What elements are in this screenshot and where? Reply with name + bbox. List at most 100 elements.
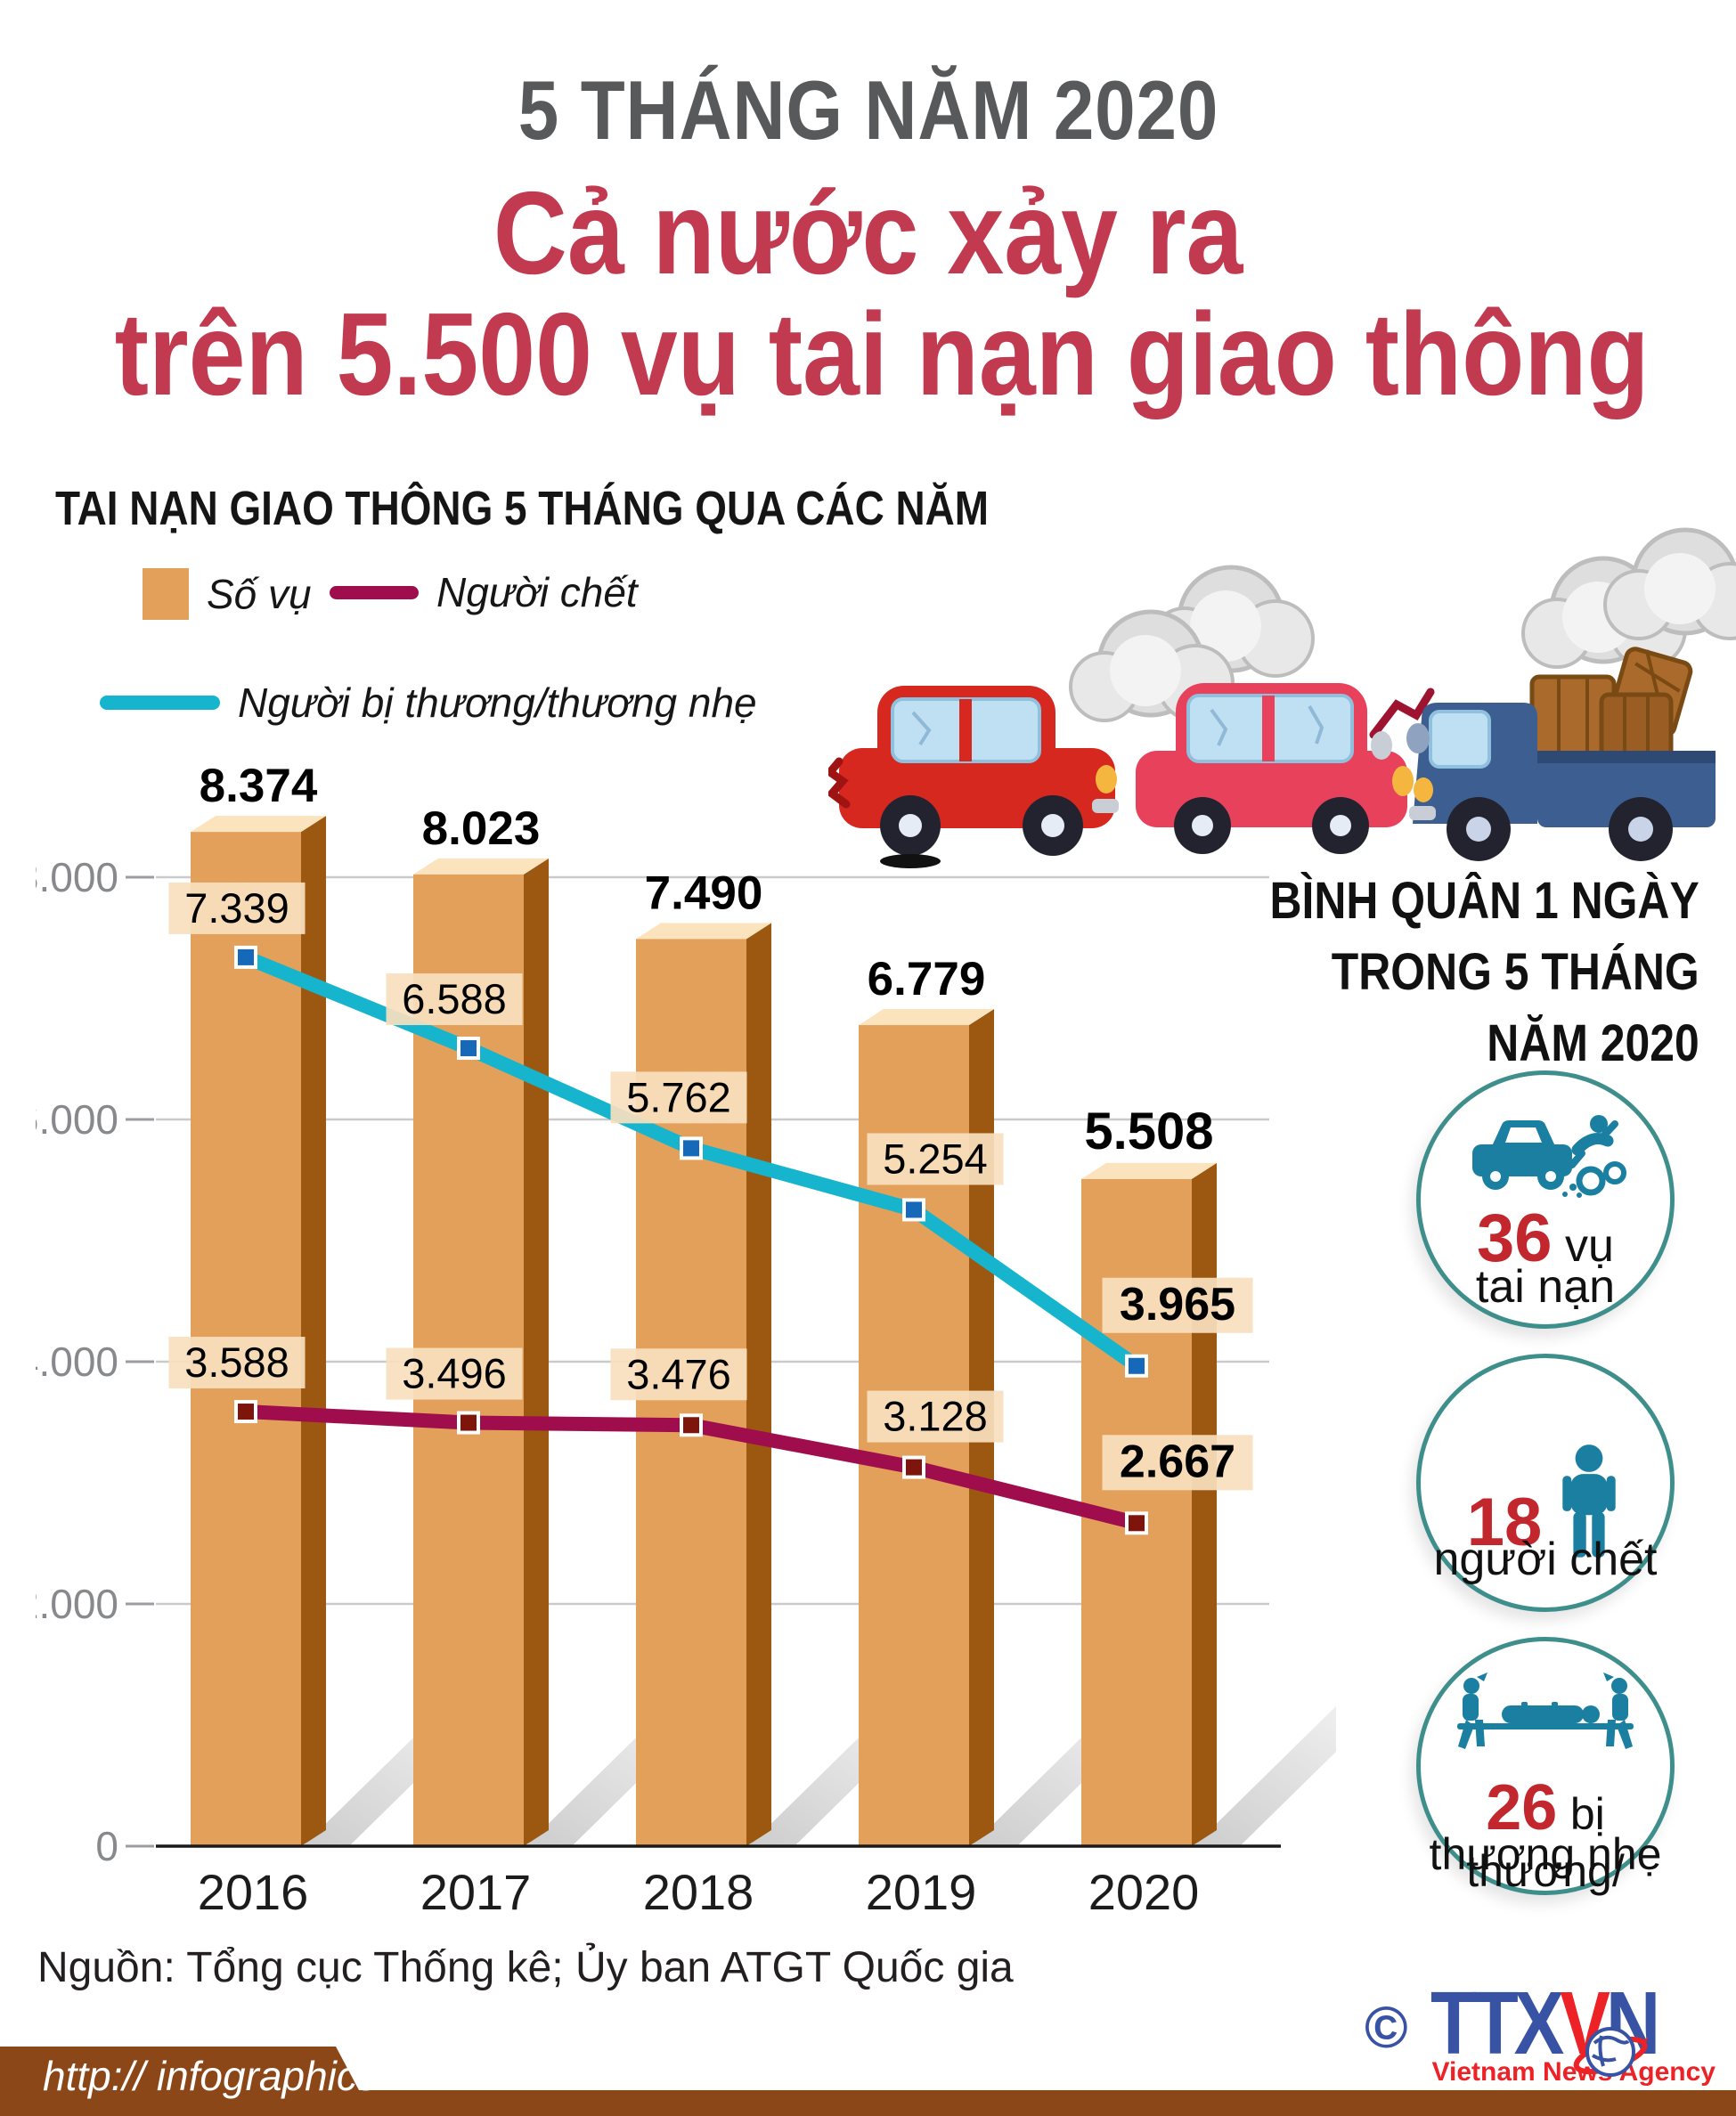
legend-item-injured: Người bị thương/thương nhẹ (100, 679, 757, 727)
line-value-label: 3.496 (402, 1350, 507, 1397)
stat-circle-deaths: 18 người chết (1416, 1354, 1675, 1612)
line-label-box (1102, 1277, 1253, 1333)
bar-side-2020 (1192, 1162, 1217, 1846)
source-text: Nguồn: Tổng cục Thống kê; Ủy ban ATGT Qu… (37, 1944, 1014, 1991)
stat-deaths-value: 18 (1466, 1485, 1543, 1560)
y-tick-label: 8.000 (36, 854, 118, 900)
line-value-label: 5.254 (883, 1135, 988, 1182)
bar-top-2017 (413, 858, 549, 875)
bar-side-2017 (524, 858, 549, 1846)
line-value-label: 2.667 (1120, 1436, 1235, 1487)
line-label-box (610, 1348, 747, 1401)
bar-swatch-icon (143, 568, 189, 620)
website-url: http:// infographics.vn (43, 2053, 433, 2099)
line-marker (902, 1198, 925, 1222)
line-swatch-injured-icon (100, 696, 220, 710)
bar-value-label: 8.374 (200, 766, 318, 812)
stat-accidents-value: 36 (1477, 1200, 1553, 1276)
year-label-2019: 2019 (866, 1864, 977, 1920)
page-title-line2: trên 5.500 vụ tai nạn giao thông (0, 287, 1736, 421)
stat-accidents-unit: vụ (1565, 1220, 1614, 1272)
page-kicker: 5 THÁNG NĂM 2020 (0, 62, 1736, 159)
ttxvn-logo: TTXVN Vietnam News Agency (1430, 1979, 1716, 2088)
bar-top-2018 (636, 923, 771, 940)
line-value-label: 6.588 (402, 975, 507, 1022)
stat-circle-injured: 26 bị thương/ thương nhẹ (1416, 1637, 1675, 1898)
line-label-box (386, 973, 523, 1026)
bar-value-label: 7.490 (645, 867, 763, 919)
stat-accidents-label: tai nạn (1475, 1261, 1616, 1313)
page-title-line2-text: trên 5.500 vụ tai nạn giao thông (114, 289, 1650, 419)
line-marker (1125, 1511, 1148, 1535)
stat-injured-value-row: 26 bị thương/ (1421, 1771, 1670, 1898)
stat-circle-accidents: 36 vụ tai nạn (1416, 1070, 1675, 1329)
legend-label-injured: Người bị thương/thương nhẹ (238, 680, 757, 726)
legend-item-deaths: Người chết (330, 568, 638, 616)
line-value-label: 7.339 (184, 884, 289, 932)
red-car (828, 686, 1119, 868)
line-label-box (867, 1390, 1004, 1443)
y-tick-label: 4.000 (36, 1339, 118, 1385)
blue-truck (1406, 647, 1716, 861)
line-label-box (168, 882, 306, 934)
line-marker (680, 1136, 703, 1160)
line-marker (457, 1037, 480, 1061)
aside-title-line1: BÌNH QUÂN 1 NGÀY (1269, 872, 1699, 930)
stretcher-icon (1457, 1672, 1634, 1749)
line-swatch-deaths-icon (330, 585, 419, 599)
line-marker (457, 1411, 480, 1435)
year-label-2017: 2017 (420, 1864, 532, 1920)
stat-injured-unit: bị thương/ (1466, 1789, 1625, 1896)
line-value-label: 3.588 (184, 1339, 289, 1386)
bar-value-label: 8.023 (422, 802, 541, 855)
line-marker (902, 1455, 925, 1479)
line-marker (234, 945, 257, 969)
line-label-box (1102, 1435, 1253, 1491)
line-marker (680, 1413, 703, 1437)
car-crash-icon (1472, 1115, 1626, 1198)
person-icon (1562, 1445, 1616, 1558)
stat-injured-label: thương nhẹ (1429, 1829, 1662, 1879)
accidents-chart: 8.000 6.000 4.000 2.000 0 8.374 8.023 7.490 6.77… (16, 760, 1445, 1941)
globe-icon (1573, 2027, 1648, 2077)
legend-label-cases: Số vụ (207, 571, 312, 617)
bar-top-2020 (1081, 1162, 1217, 1179)
line-value-label: 5.762 (626, 1073, 731, 1120)
page-title-line1-text: Cả nước xảy ra (493, 167, 1243, 298)
copyright-icon: © (1365, 1994, 1408, 2060)
chart-section-title: TAI NẠN GIAO THÔNG 5 THÁNG QUA CÁC NĂM (55, 481, 1153, 536)
pink-car (1136, 683, 1435, 854)
line-marker (234, 1400, 257, 1424)
year-label-2016: 2016 (198, 1864, 309, 1920)
bar-side-2016 (301, 816, 326, 1846)
stat-accidents-value-row: 36 vụ (1421, 1200, 1670, 1277)
page-title-line1: Cả nước xảy ra (0, 166, 1736, 300)
y-tick-label: 2.000 (36, 1581, 118, 1627)
aside-title-line2: TRONG 5 THÁNG (1332, 943, 1699, 1001)
line-label-box (610, 1071, 747, 1124)
logo-ttx: TTX (1430, 1974, 1564, 2073)
aside-title-lines: BÌNH QUÂN 1 NGÀY TRONG 5 THÁNG NĂM 2020 (1270, 866, 1699, 1079)
bar-top-2016 (191, 816, 326, 833)
line-value-label: 3.128 (883, 1393, 988, 1440)
line-label-box (867, 1133, 1004, 1185)
car-crash-illustration (828, 512, 1736, 868)
line-marker (1125, 1354, 1148, 1378)
year-label-2018: 2018 (643, 1864, 754, 1920)
page-kicker-text: 5 THÁNG NĂM 2020 (518, 63, 1218, 157)
bar-value-label: 6.779 (868, 953, 986, 1005)
stat-injured-value: 26 (1486, 1772, 1558, 1843)
y-tick-label: 0 (95, 1823, 118, 1869)
footer-banner (0, 2047, 1736, 2116)
stat-deaths-value-row: 18 (1421, 1444, 1670, 1561)
accidents-chart-svg: 8.000 6.000 4.000 2.000 0 8.374 8.023 7.490 6.77… (16, 760, 1445, 1920)
stat-deaths-label: người chết (1433, 1534, 1658, 1585)
bar-value-label: 5.508 (1084, 1103, 1213, 1160)
line-label-box (386, 1347, 523, 1400)
aside-title: BÌNH QUÂN 1 NGÀY TRONG 5 THÁNG NĂM 2020 (1200, 866, 1699, 1079)
bar-top-2019 (859, 1009, 994, 1026)
line-value-label: 3.965 (1120, 1279, 1235, 1331)
legend-label-deaths: Người chết (436, 569, 638, 615)
y-tick-label: 6.000 (36, 1096, 118, 1143)
year-label-2020: 2020 (1088, 1864, 1200, 1920)
